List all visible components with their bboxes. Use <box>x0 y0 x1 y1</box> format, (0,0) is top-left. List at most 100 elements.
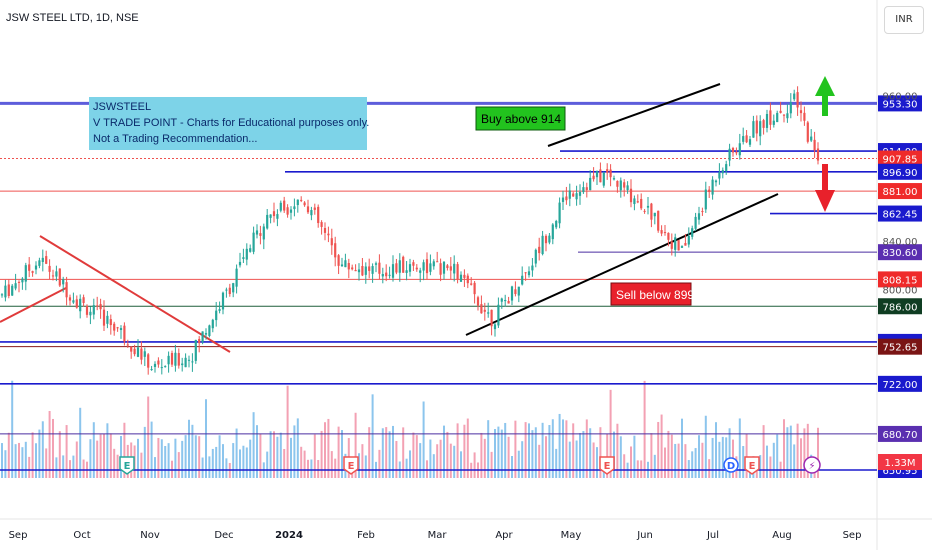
candle-body <box>422 262 425 271</box>
candle-body <box>633 198 636 205</box>
x-tick-label: Sep <box>843 530 862 541</box>
candle-body <box>150 369 153 371</box>
x-tick-label: Jul <box>706 530 719 541</box>
price-level-tag <box>878 205 922 222</box>
candle-body <box>500 298 503 302</box>
buy-label-text: Buy above 914 <box>481 112 561 126</box>
volume-bar <box>164 446 167 478</box>
candle-body <box>164 366 167 368</box>
volume-bar <box>38 429 41 478</box>
candle-body <box>408 264 412 272</box>
volume-bar <box>290 437 292 478</box>
candle-body <box>623 182 626 188</box>
candle-body <box>266 214 269 229</box>
candle-body <box>527 271 531 276</box>
volume-bar <box>113 448 116 478</box>
volume-bar <box>616 423 619 478</box>
volume-bar <box>232 443 235 478</box>
x-tick-label: Nov <box>140 530 160 541</box>
volume-bar <box>157 437 160 478</box>
candle-body <box>653 212 656 217</box>
volume-bar <box>786 427 789 478</box>
volume-bar <box>494 429 496 478</box>
volume-bar <box>449 443 452 478</box>
candle-body <box>412 262 415 266</box>
volume-bar <box>286 385 289 478</box>
volume-bar <box>35 443 37 478</box>
volume-bar <box>657 421 660 478</box>
volume-bar <box>660 414 663 478</box>
candle-body <box>21 278 24 283</box>
candle-body <box>276 214 279 219</box>
candle-body <box>310 210 313 216</box>
volume-bar <box>303 450 306 478</box>
candle-body <box>765 114 769 128</box>
event-markers: E E E D E ⚡ <box>119 456 821 475</box>
volume-bar <box>320 430 323 478</box>
volume-bar <box>167 443 170 478</box>
volume-bar <box>674 443 677 478</box>
candle-body <box>153 363 157 367</box>
candle-body <box>796 92 799 108</box>
volume-bar <box>89 439 92 478</box>
volume-bar <box>378 449 381 478</box>
candle-body <box>456 264 459 280</box>
volume-bar <box>796 423 799 478</box>
volume-bar <box>65 425 68 478</box>
volume-bar <box>643 380 646 478</box>
volume-bar <box>562 419 564 478</box>
candle-body <box>126 344 129 346</box>
volume-bar <box>395 441 398 478</box>
volume-bar <box>184 435 187 478</box>
price-level-tag <box>878 183 922 200</box>
volume-bar <box>599 427 602 478</box>
candle-body <box>198 338 201 344</box>
volume-bar <box>432 454 435 478</box>
candle-body <box>89 311 92 316</box>
candle-body <box>803 112 806 121</box>
candle-body <box>599 169 602 183</box>
candle-body <box>262 226 265 240</box>
candle-body <box>221 292 225 310</box>
candle-body <box>106 315 109 324</box>
volume-bar <box>215 446 218 478</box>
candle-body <box>487 312 490 314</box>
volume-bar <box>579 433 581 478</box>
volume-bar <box>466 418 469 478</box>
candle-body <box>201 331 204 342</box>
volume-bar <box>711 437 714 478</box>
candle-body <box>228 287 231 294</box>
candle-body <box>388 274 391 276</box>
volume-bar <box>704 415 707 478</box>
candle-body <box>357 269 361 273</box>
volume-bar <box>619 436 622 478</box>
price-axis: 953.30914.00907.85896.90881.00862.45830.… <box>878 91 922 478</box>
event-marker-label: E <box>604 461 611 472</box>
volume-bar <box>684 444 687 478</box>
candle-body <box>575 193 578 200</box>
buy-label: Buy above 914 <box>475 106 566 131</box>
candle-body <box>177 353 180 366</box>
candle-body <box>143 351 146 357</box>
trend-line-red-up <box>0 287 67 323</box>
volume-bar <box>116 454 119 478</box>
currency-button[interactable]: INR <box>884 6 924 34</box>
candle-body <box>697 213 701 220</box>
volume-bar <box>235 428 238 478</box>
candle-body <box>109 319 112 326</box>
candle-body <box>609 169 612 178</box>
candle-body <box>215 310 218 321</box>
candle-body <box>65 282 68 298</box>
volume-bar <box>698 435 700 478</box>
volume-bar <box>725 437 728 478</box>
volume-bar <box>62 455 65 478</box>
candle-body <box>776 112 779 123</box>
candle-body <box>782 114 786 116</box>
volume-bar <box>575 440 578 478</box>
candle-body <box>72 300 75 303</box>
candle-body <box>313 207 316 210</box>
volume-bar <box>409 450 411 478</box>
volume-bar <box>371 394 374 478</box>
